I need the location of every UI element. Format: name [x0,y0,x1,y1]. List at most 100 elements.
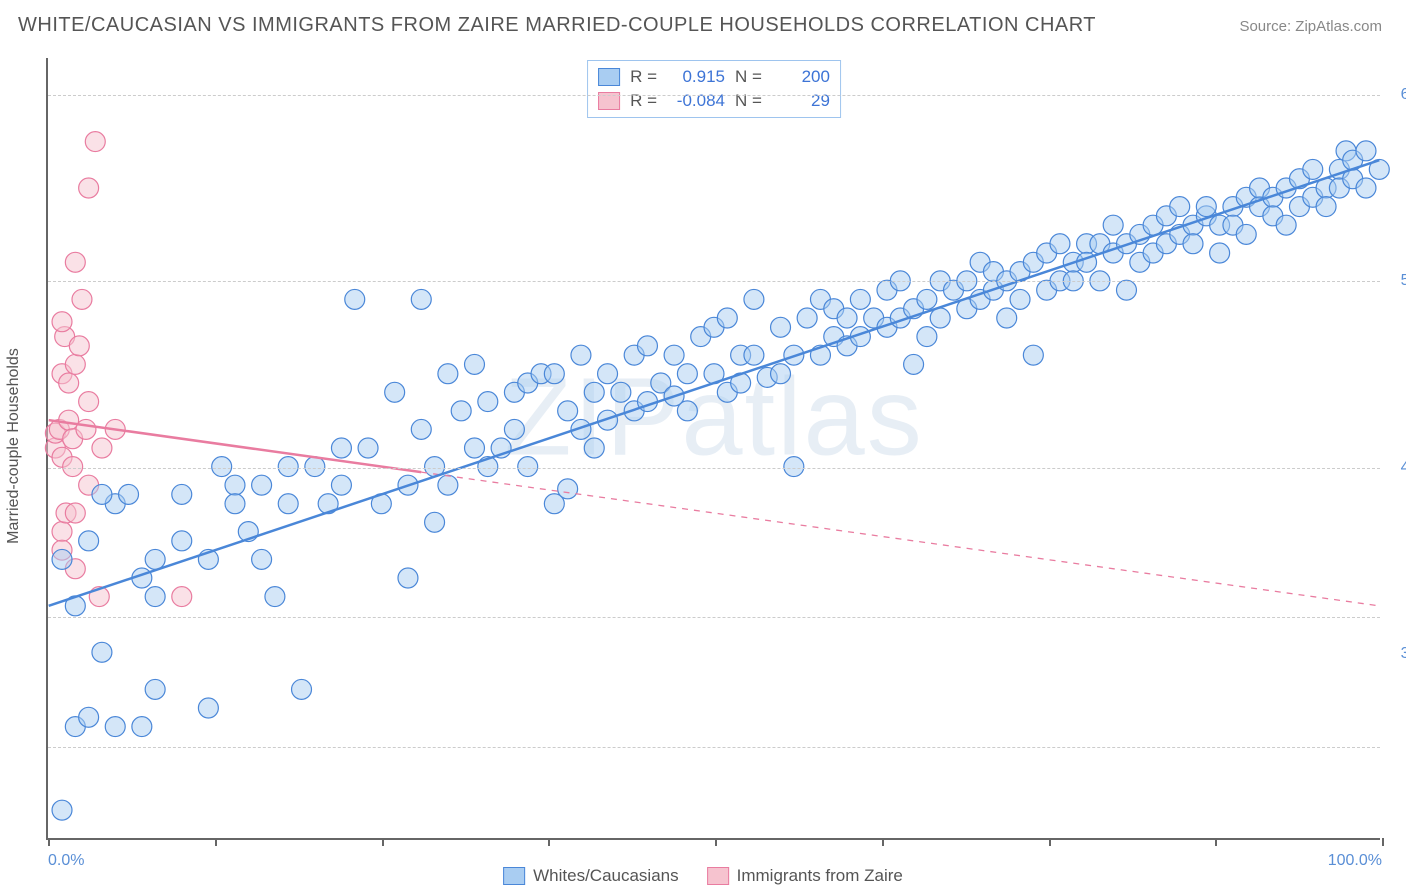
data-point [212,457,232,477]
data-point [72,289,92,309]
data-point [331,438,351,458]
data-point [69,336,89,356]
legend-label-pink: Immigrants from Zaire [737,866,903,886]
data-point [544,364,564,384]
data-point [59,373,79,393]
legend-series: Whites/Caucasians Immigrants from Zaire [497,866,909,886]
data-point [465,438,485,458]
data-point [771,317,791,337]
data-point [465,354,485,374]
x-tick [382,838,384,846]
data-point [837,308,857,328]
data-point [145,549,165,569]
x-tick [548,838,550,846]
data-point [425,512,445,532]
data-point [358,438,378,458]
trend-line-dashed [421,472,1379,606]
data-point [252,549,272,569]
data-point [172,531,192,551]
data-point [1050,234,1070,254]
data-point [717,308,737,328]
data-point [518,457,538,477]
data-point [1356,178,1376,198]
data-point [52,549,72,569]
data-point [1276,215,1296,235]
data-point [744,345,764,365]
legend-label-blue: Whites/Caucasians [533,866,679,886]
data-point [278,457,298,477]
data-point [584,438,604,458]
gridline [48,281,1380,282]
data-point [52,312,72,332]
data-point [79,707,99,727]
data-point [771,364,791,384]
gridline [48,747,1380,748]
gridline [48,468,1380,469]
x-tick [1382,838,1384,846]
data-point [198,698,218,718]
data-point [305,457,325,477]
data-point [677,401,697,421]
swatch-blue [503,867,525,885]
data-point [52,800,72,820]
data-point [385,382,405,402]
data-point [79,178,99,198]
data-point [63,457,83,477]
data-point [132,717,152,737]
data-point [478,392,498,412]
data-point [1103,215,1123,235]
data-point [598,364,618,384]
x-tick-label: 0.0% [48,852,84,870]
data-point [1303,159,1323,179]
chart-svg [48,58,1380,838]
trend-line [49,160,1380,606]
data-point [504,419,524,439]
data-point [571,345,591,365]
y-tick-label: 40.0% [1401,459,1406,477]
data-point [904,354,924,374]
chart-title: WHITE/CAUCASIAN VS IMMIGRANTS FROM ZAIRE… [18,14,1096,37]
source-label: Source: ZipAtlas.com [1239,18,1382,35]
data-point [438,364,458,384]
data-point [1316,197,1336,217]
data-point [784,457,804,477]
data-point [997,308,1017,328]
data-point [611,382,631,402]
data-point [252,475,272,495]
y-axis-label: Married-couple Households [5,348,23,544]
data-point [398,568,418,588]
data-point [677,364,697,384]
data-point [145,679,165,699]
data-point [1196,197,1216,217]
data-point [451,401,471,421]
data-point [105,717,125,737]
gridline [48,95,1380,96]
data-point [558,479,578,499]
data-point [92,642,112,662]
data-point [278,494,298,514]
data-point [438,475,458,495]
data-point [1356,141,1376,161]
data-point [1236,224,1256,244]
data-point [145,587,165,607]
data-point [558,401,578,421]
data-point [65,252,85,272]
y-tick-label: 30.0% [1401,645,1406,663]
data-point [637,336,657,356]
data-point [265,587,285,607]
data-point [917,327,937,347]
data-point [85,132,105,152]
x-tick [215,838,217,846]
data-point [225,475,245,495]
data-point [1170,197,1190,217]
data-point [172,484,192,504]
plot-area: ZIPatlas R = 0.915 N = 200 R = -0.084 N … [46,58,1380,840]
data-point [225,494,245,514]
data-point [119,484,139,504]
x-tick [1215,838,1217,846]
data-point [52,522,72,542]
data-point [172,587,192,607]
data-point [664,345,684,365]
data-point [744,289,764,309]
x-tick [48,838,50,846]
